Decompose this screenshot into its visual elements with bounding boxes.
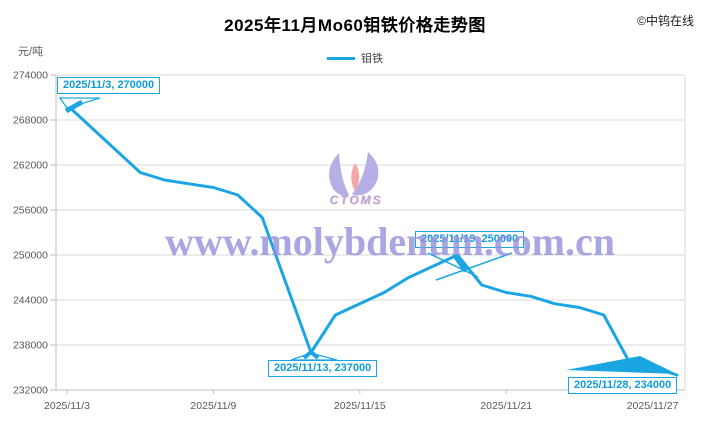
annotation-nov19: 2025/11/19, 250000 <box>415 231 525 248</box>
x-tick-label: 2025/11/9 <box>190 400 236 412</box>
y-tick-label: 244000 <box>13 295 48 307</box>
annotation-callout <box>453 255 469 273</box>
page-title: 2025年11月Mo60钼铁价格走势图 <box>224 16 486 35</box>
legend-label: 钼铁 <box>361 53 383 65</box>
y-tick-label: 268000 <box>13 115 48 127</box>
annotation-callout <box>427 252 479 278</box>
legend-line-swatch <box>327 56 355 60</box>
y-tick-label: 274000 <box>13 70 48 82</box>
annotation-nov3: 2025/11/3, 270000 <box>57 77 161 94</box>
y-tick-label: 256000 <box>13 205 48 217</box>
y-tick-label: 238000 <box>13 340 48 352</box>
annotation-callout <box>566 356 677 374</box>
x-tick-label: 2025/11/15 <box>334 400 386 412</box>
y-axis-unit-label: 元/吨 <box>18 46 44 58</box>
y-tick-label: 232000 <box>13 385 48 397</box>
legend: 钼铁 <box>0 50 710 66</box>
annotation-callout <box>309 350 320 360</box>
y-tick-label: 262000 <box>13 160 48 172</box>
y-tick-label: 250000 <box>13 250 48 262</box>
x-tick-label: 2025/11/21 <box>480 400 532 412</box>
annotation-callout <box>435 252 513 281</box>
copyright-label: ©中钨在线 <box>637 14 694 28</box>
x-tick-label: 2025/11/3 <box>44 400 90 412</box>
x-tick-label: 2025/11/27 <box>627 400 679 412</box>
price-line <box>65 103 679 377</box>
annotation-nov28: 2025/11/28, 234000 <box>568 377 678 394</box>
annotation-nov13: 2025/11/13, 237000 <box>268 360 378 377</box>
annotation-callout <box>64 99 84 114</box>
annotation-callout <box>302 350 313 360</box>
